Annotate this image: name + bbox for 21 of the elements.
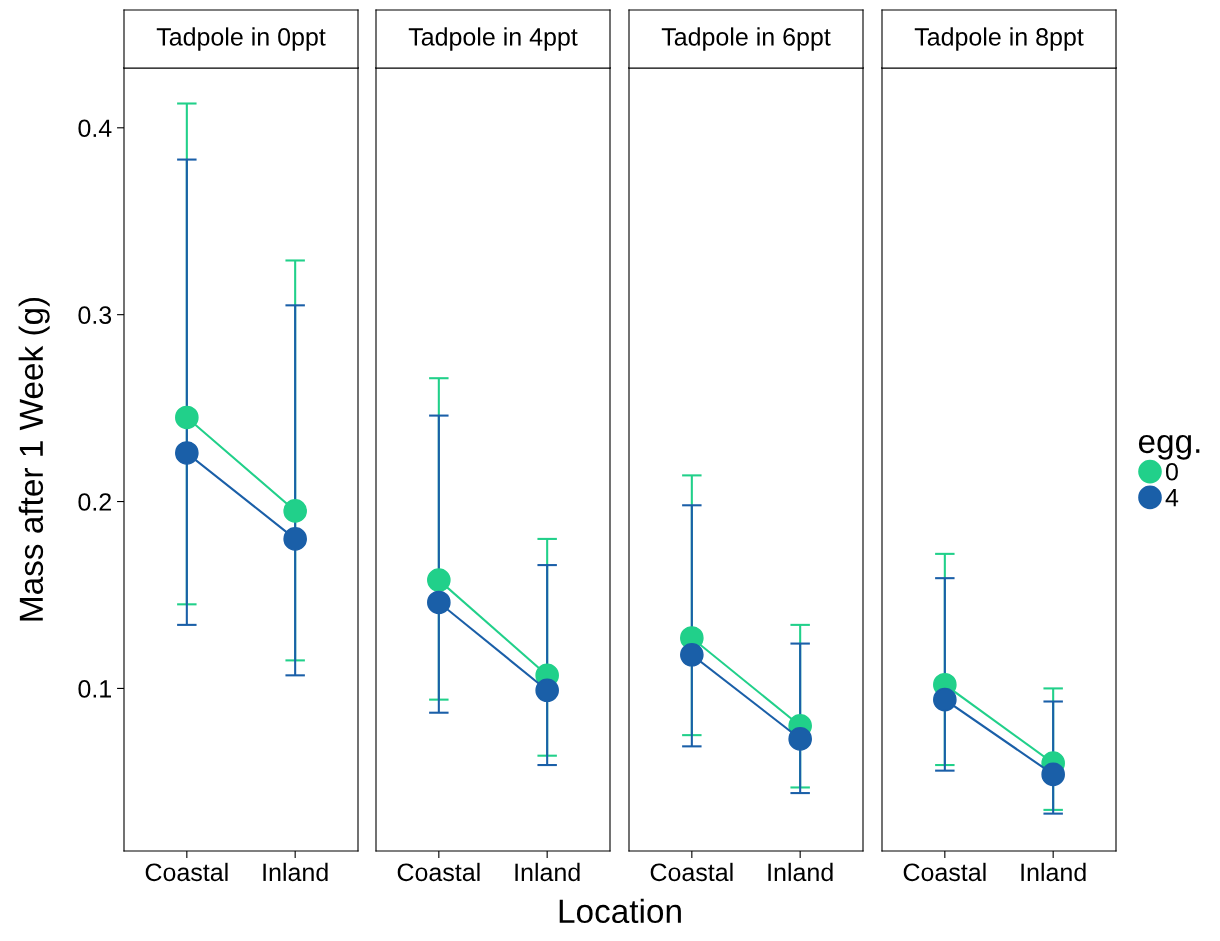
x-tick-label: Coastal: [650, 862, 733, 882]
x-tick-label: Coastal: [397, 862, 480, 882]
y-tick-label: 0.1: [78, 680, 111, 698]
legend-label: 0: [1165, 462, 1178, 481]
x-tick-label: Coastal: [145, 862, 228, 882]
chart-title: Tadpole in 6ppt: [661, 27, 831, 51]
chart-title: Tadpole in 8ppt: [914, 27, 1084, 51]
x-axis-title: Location: [559, 898, 681, 924]
legend-label: 4: [1165, 488, 1179, 507]
y-tick-label: 0.3: [78, 306, 112, 324]
chart-title: Tadpole in 0ppt: [156, 27, 326, 51]
x-tick-label: Inland: [263, 862, 328, 882]
y-tick-label: 0.2: [78, 493, 111, 511]
chart-title: Tadpole in 4ppt: [408, 27, 578, 51]
x-tick-label: Inland: [768, 862, 833, 882]
x-tick-label: Inland: [515, 862, 580, 882]
legend-title: egg.: [1138, 434, 1200, 460]
y-tick-label: 0.4: [78, 119, 112, 138]
y-axis-title: Mass after 1 Week (g): [18, 297, 50, 621]
x-tick-label: Inland: [1021, 862, 1086, 882]
x-tick-label: Coastal: [903, 862, 986, 882]
